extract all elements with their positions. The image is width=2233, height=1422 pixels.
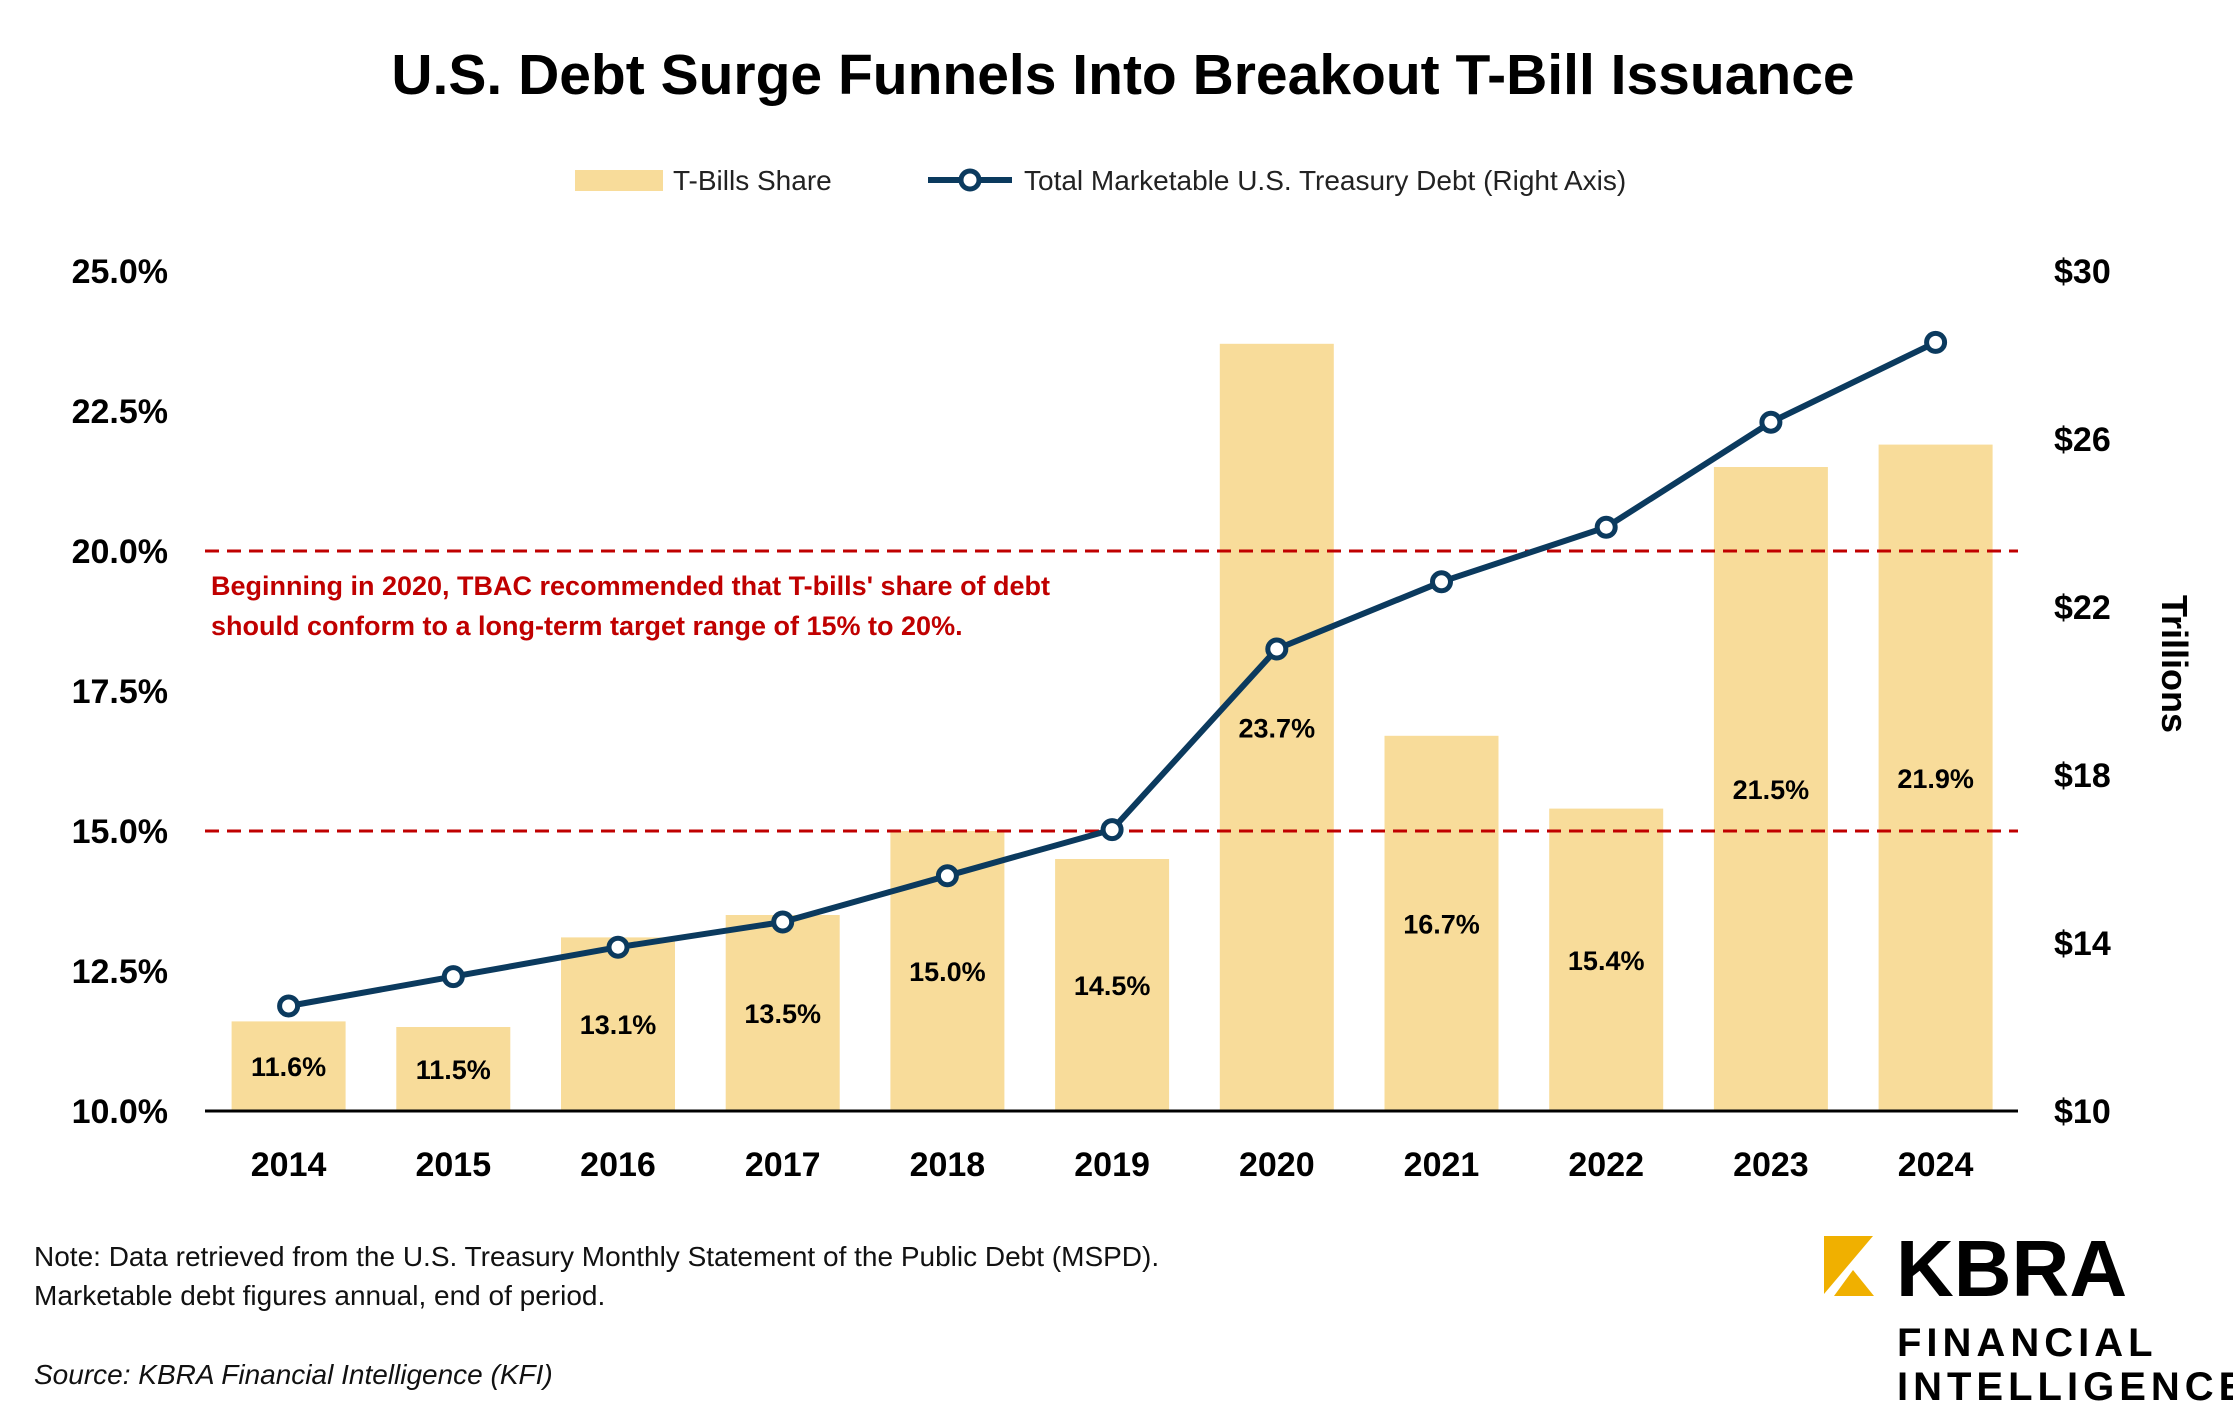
kbra-logo: KBRA FINANCIAL INTELLIGENCE — [1824, 1224, 2233, 1409]
debt-point-2018 — [935, 864, 959, 888]
debt-point-2016 — [606, 935, 630, 959]
right-axis-label: Trillions — [2154, 595, 2195, 733]
legend: T-Bills Share Total Marketable U.S. Trea… — [575, 165, 1626, 196]
bar-2019 — [1055, 859, 1170, 1111]
annotation-line-2: should conform to a long-term target ran… — [211, 611, 963, 641]
right-tick-label: $10 — [2054, 1093, 2111, 1131]
legend-label-bars: T-Bills Share — [673, 165, 832, 196]
debt-point-2019 — [1100, 818, 1124, 842]
bar-label-2015: 11.5% — [416, 1055, 491, 1085]
right-tick-label: $26 — [2054, 421, 2111, 459]
logo-mark-upper — [1824, 1236, 1873, 1294]
bar-label-2019: 14.5% — [1074, 971, 1151, 1001]
left-tick-label: 15.0% — [72, 813, 168, 851]
bar-label-2014: 11.6% — [251, 1052, 326, 1082]
bar-2015 — [396, 1027, 511, 1111]
x-tick-label-2019: 2019 — [1074, 1146, 1150, 1184]
bar-2021 — [1384, 735, 1499, 1111]
x-tick-label-2018: 2018 — [910, 1146, 986, 1184]
bar-2023 — [1713, 467, 1828, 1111]
x-tick-label-2020: 2020 — [1239, 1146, 1315, 1184]
debt-point-2015 — [441, 965, 465, 989]
left-tick-label: 22.5% — [72, 393, 168, 431]
bar-label-2022: 15.4% — [1568, 946, 1645, 976]
debt-point-2020 — [1265, 637, 1289, 661]
right-tick-label: $18 — [2054, 757, 2111, 795]
legend-label-line: Total Marketable U.S. Treasury Debt (Rig… — [1024, 165, 1626, 196]
bar-label-2024: 21.9% — [1897, 764, 1974, 794]
annotation-line-1: Beginning in 2020, TBAC recommended that… — [211, 571, 1050, 601]
bar-2017 — [725, 915, 840, 1111]
bar-2022 — [1549, 808, 1664, 1111]
bar-2020 — [1219, 343, 1334, 1111]
x-tick-label-2014: 2014 — [251, 1146, 327, 1184]
x-tick-label-2022: 2022 — [1568, 1146, 1644, 1184]
x-tick-label-2024: 2024 — [1898, 1146, 1974, 1184]
right-tick-label: $22 — [2054, 589, 2111, 627]
bar-label-2017: 13.5% — [744, 999, 821, 1029]
logo-mark-lower — [1834, 1270, 1874, 1296]
x-tick-label-2015: 2015 — [415, 1146, 491, 1184]
footer-note-line-2: Marketable debt figures annual, end of p… — [34, 1280, 605, 1311]
left-tick-label: 25.0% — [72, 253, 168, 291]
x-tick-label-2016: 2016 — [580, 1146, 656, 1184]
bar-label-2020: 23.7% — [1239, 713, 1316, 743]
debt-point-2022 — [1594, 515, 1618, 539]
legend-marker-line — [958, 168, 982, 192]
legend-swatch-bars — [575, 170, 663, 191]
bar-2024 — [1878, 444, 1993, 1112]
logo-brand: KBRA — [1896, 1224, 2127, 1313]
x-tick-label-2017: 2017 — [745, 1146, 821, 1184]
logo-line2: INTELLIGENCE — [1897, 1365, 2233, 1409]
left-tick-label: 17.5% — [72, 673, 168, 711]
bar-label-2016: 13.1% — [580, 1010, 657, 1040]
debt-point-2021 — [1430, 570, 1453, 594]
x-tick-label-2023: 2023 — [1733, 1146, 1809, 1184]
bar-2014 — [231, 1021, 346, 1111]
x-tick-label-2021: 2021 — [1404, 1146, 1480, 1184]
right-tick-label: $14 — [2054, 925, 2111, 963]
left-tick-label: 20.0% — [72, 533, 168, 571]
chart-title: U.S. Debt Surge Funnels Into Breakout T-… — [391, 43, 1854, 107]
bar-label-2021: 16.7% — [1403, 909, 1480, 939]
debt-point-2023 — [1759, 410, 1783, 434]
left-tick-label: 12.5% — [72, 953, 168, 991]
bar-label-2023: 21.5% — [1733, 775, 1810, 805]
right-tick-label: $30 — [2054, 253, 2111, 291]
footer-note-line-1: Note: Data retrieved from the U.S. Treas… — [34, 1241, 1159, 1272]
debt-point-2014 — [277, 994, 301, 1018]
bar-label-2018: 15.0% — [909, 957, 986, 987]
debt-point-2024 — [1924, 330, 1948, 354]
footer-source: Source: KBRA Financial Intelligence (KFI… — [34, 1359, 553, 1390]
logo-line1: FINANCIAL — [1897, 1321, 2158, 1365]
debt-point-2017 — [771, 910, 795, 934]
left-tick-label: 10.0% — [72, 1093, 168, 1131]
bar-2016 — [561, 937, 675, 1111]
